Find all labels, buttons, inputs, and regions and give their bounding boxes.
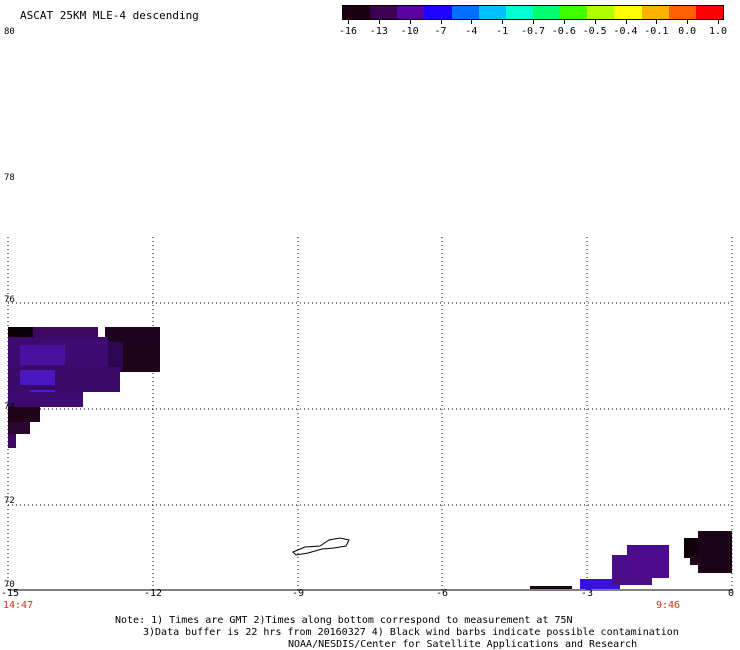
lat-label: 76	[4, 295, 15, 305]
colorbar-tick	[718, 20, 719, 24]
colorbar-tick	[594, 20, 596, 24]
lon-label: 0	[727, 588, 735, 599]
note-line-1: Note: 1) Times are GMT 2)Times along bot…	[115, 615, 573, 626]
colorbar-segment	[587, 6, 615, 19]
swath-cell	[698, 531, 732, 573]
swath-cell	[108, 342, 123, 372]
swath-cell	[684, 538, 698, 558]
colorbar-segment	[424, 6, 452, 19]
colorbar-tick	[409, 20, 411, 24]
colorbar-segment	[478, 6, 506, 19]
lat-label: 74	[4, 402, 15, 412]
lat-label: 78	[4, 173, 15, 183]
colorbar-tick-label: -0.5	[582, 26, 607, 37]
colorbar-tick	[502, 20, 504, 24]
swath-cell	[8, 392, 83, 407]
colorbar-tick-label: -7	[434, 26, 447, 37]
colorbar-tick-label: -16	[338, 26, 358, 37]
colorbar-segment	[451, 6, 479, 19]
island-outline	[292, 537, 350, 556]
note-line-3: NOAA/NESDIS/Center for Satellite Applica…	[288, 639, 638, 650]
lon-label: -15	[0, 588, 20, 599]
colorbar-tick-label: -4	[465, 26, 478, 37]
swath-east	[530, 531, 732, 589]
time-label-right: 9:46	[656, 600, 681, 611]
colorbar-tick-label: 0.0	[678, 26, 697, 37]
colorbar-tick	[563, 20, 565, 24]
swath-cell	[690, 555, 702, 565]
colorbar-segment	[560, 6, 588, 19]
colorbar-tick-label: -0.4	[613, 26, 638, 37]
lat-label: 70	[4, 580, 15, 590]
colorbar-tick-label: -0.6	[551, 26, 576, 37]
swath-cell	[123, 342, 160, 372]
colorbar-tick	[378, 20, 380, 24]
swath-cell	[20, 370, 55, 385]
colorbar-tick	[533, 20, 534, 24]
colorbar-segment	[668, 6, 696, 19]
note-line-2: 3)Data buffer is 22 hrs from 20160327 4)…	[143, 627, 679, 638]
lat-label: 80	[4, 27, 15, 37]
lon-label: -12	[143, 588, 163, 599]
colorbar-tick-label: -13	[369, 26, 388, 37]
time-label-left: 14:47	[3, 600, 34, 611]
map-title: ASCAT 25KM MLE-4 descending	[20, 9, 199, 22]
lon-label: -3	[580, 588, 594, 599]
swath-cell	[33, 327, 98, 337]
map-plot	[7, 237, 733, 591]
colorbar-segment	[397, 6, 425, 19]
grid-latitude	[8, 302, 732, 506]
colorbar-segment	[370, 6, 398, 19]
colorbar-tick-label: -1	[496, 26, 509, 37]
swath-cell	[105, 327, 160, 342]
swath-cell	[20, 345, 65, 365]
colorbar	[342, 5, 724, 20]
grid-longitude	[7, 237, 733, 590]
colorbar-segment	[695, 6, 723, 19]
swath-cell	[8, 327, 33, 337]
colorbar-tick-label: -0.7	[520, 26, 546, 37]
lon-label: -6	[435, 588, 449, 599]
swath-cell	[8, 407, 40, 422]
colorbar-tick	[348, 20, 349, 24]
colorbar-segment	[343, 6, 371, 19]
lon-label: -9	[291, 588, 305, 599]
colorbar-segment	[614, 6, 642, 19]
colorbar-tick	[471, 20, 473, 24]
swath-cell	[8, 434, 16, 448]
colorbar-tick-label: -0.1	[644, 26, 669, 37]
colorbar-segment	[641, 6, 669, 19]
lat-label: 72	[4, 496, 15, 506]
colorbar-tick	[687, 20, 689, 24]
colorbar-tick	[440, 20, 442, 24]
colorbar-tick-label: -10	[400, 26, 419, 37]
colorbar-tick	[625, 20, 627, 24]
swath-cell	[627, 545, 669, 578]
swath-cell	[580, 579, 620, 589]
swath-cell	[8, 422, 30, 434]
colorbar-ticks: -16 -13 -10 -7 -4 -1 -0.7 -0.6 -0.5 -0.4 -0.1 0.0 1.…	[338, 20, 728, 40]
swath-cell	[530, 586, 572, 589]
colorbar-segment	[532, 6, 561, 19]
colorbar-tick	[656, 20, 658, 24]
colorbar-tick-label: 1.0	[708, 26, 728, 37]
swath-west	[8, 327, 160, 448]
colorbar-segment	[505, 6, 533, 19]
